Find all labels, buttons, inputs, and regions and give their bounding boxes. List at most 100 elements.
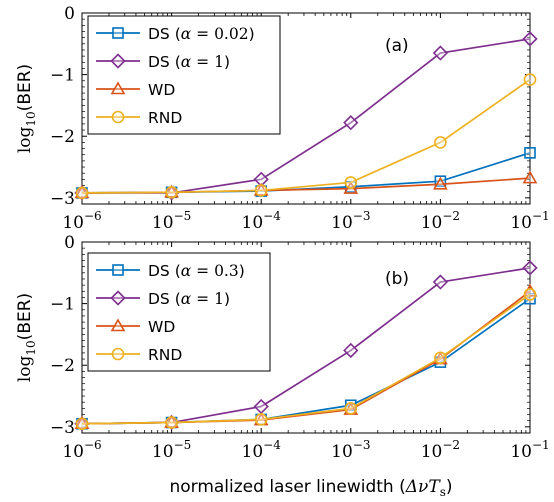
series-line	[81, 78, 531, 194]
legend-marker	[110, 290, 126, 306]
x-tick-base: 10	[421, 442, 443, 462]
data-point	[343, 342, 359, 359]
legend-marker	[112, 27, 124, 39]
legend-item: DS (α = 0.3)	[96, 262, 245, 280]
legend-paren-open: (	[170, 25, 181, 43]
legend-paren-close: )	[239, 262, 245, 280]
legend-paren-open: (	[170, 262, 181, 280]
legend-item: WD	[96, 81, 175, 99]
legend-marker	[111, 110, 125, 124]
y-axis-label: log10(BER)	[15, 293, 38, 382]
x-tick-label: 10−1	[510, 438, 549, 462]
x-tick-base: 10	[510, 442, 532, 462]
plot-frame	[81, 241, 531, 434]
data-point	[523, 288, 537, 301]
x-tick-label: 10−6	[62, 209, 101, 233]
legend-item: RND	[96, 109, 182, 127]
x-tick-exponent: −6	[84, 209, 102, 223]
x-tick-label: 10−4	[242, 438, 282, 462]
legend-label: DS (α = 1)	[148, 290, 230, 308]
x-tick-base: 10	[62, 213, 84, 233]
y-axis-label-log: log	[15, 355, 35, 382]
x-tick-label: 10−5	[152, 209, 191, 233]
data-point	[434, 136, 447, 149]
x-tick-exponent: −1	[532, 209, 550, 223]
x-tick-base: 10	[510, 213, 532, 233]
x-tick-exponent: −5	[174, 438, 192, 452]
series-ds-0	[76, 147, 536, 199]
data-point	[254, 413, 268, 426]
legend-paren-open: (	[170, 53, 181, 71]
legend-series-name: DS	[148, 290, 170, 308]
legend-label: WD	[148, 81, 175, 99]
legend-paren-close: )	[249, 25, 255, 43]
x-tick-exponent: −1	[532, 438, 550, 452]
x-tick-base: 10	[331, 213, 353, 233]
x-tick-exponent: −6	[84, 438, 102, 452]
data-point	[523, 73, 537, 86]
legend-param-value: = 1	[191, 53, 224, 71]
legend-marker	[110, 81, 126, 95]
legend-param-value: = 1	[191, 290, 224, 308]
legend-item: DS (α = 1)	[96, 53, 230, 71]
legend-paren-close: )	[224, 290, 230, 308]
y-tick-label: −3	[50, 418, 75, 438]
legend-label: DS (α = 0.02)	[148, 25, 255, 43]
y-axis-label-arg: (BER)	[15, 293, 35, 340]
legend-box	[87, 252, 271, 372]
x-tick-label: 10−2	[421, 209, 460, 233]
x-tick-base: 10	[152, 442, 174, 462]
legend-item: WD	[96, 318, 175, 336]
legend-series-name: RND	[148, 346, 182, 364]
x-tick-label: 10−2	[421, 438, 460, 462]
legend-marker	[112, 264, 124, 276]
y-tick-label: 0	[64, 4, 75, 24]
data-point	[344, 402, 358, 415]
y-axis-label-log: log	[15, 126, 35, 153]
legend-param-symbol: α	[181, 262, 192, 280]
legend-marker	[110, 53, 126, 69]
legend-param-value: = 0.3	[191, 262, 239, 280]
y-axis-label-arg: (BER)	[15, 64, 35, 111]
data-point	[433, 176, 448, 190]
legend-label: DS (α = 0.3)	[148, 262, 245, 280]
legend-item: DS (α = 0.02)	[96, 25, 255, 43]
panel-label: (a)	[385, 36, 409, 56]
data-point	[432, 45, 449, 61]
x-tick-base: 10	[421, 213, 443, 233]
legend-label: DS (α = 1)	[148, 53, 230, 71]
x-tick-exponent: −4	[263, 209, 281, 223]
chart-panel-b: 10−6 10−5 10−4 10−3 10−2 10−10−1−2−3log10(BER…	[15, 233, 550, 499]
data-point	[522, 170, 538, 184]
series-line	[81, 293, 531, 425]
y-tick-label: −1	[50, 66, 75, 86]
legend-item: RND	[96, 346, 182, 364]
legend-marker	[110, 318, 126, 332]
y-axis-label-sub: 10	[24, 111, 38, 126]
x-tick-label: 10−4	[242, 209, 282, 233]
legend: DS (α = 0.02) DS (α = 1) WD RND	[87, 15, 281, 135]
data-point	[75, 417, 89, 431]
x-tick-exponent: −3	[353, 438, 371, 452]
legend-box	[87, 15, 281, 135]
y-axis-label-sub: 10	[24, 340, 38, 355]
series-rnd-3	[75, 288, 537, 431]
x-tick-base: 10	[242, 213, 264, 233]
data-point	[522, 260, 538, 276]
legend-paren-close: )	[224, 53, 230, 71]
legend-series-name: WD	[148, 81, 175, 99]
legend-param-symbol: α	[181, 290, 192, 308]
legend-label: WD	[148, 318, 175, 336]
data-point	[434, 175, 447, 188]
x-tick-base: 10	[152, 213, 174, 233]
x-tick-exponent: −2	[442, 209, 460, 223]
legend-param-value: = 0.02	[191, 25, 248, 43]
data-point	[524, 147, 536, 159]
data-point	[432, 274, 449, 290]
x-tick-base: 10	[331, 442, 353, 462]
y-axis-label: log10(BER)	[15, 64, 38, 153]
data-point	[434, 351, 447, 365]
legend-param-symbol: α	[181, 53, 192, 71]
